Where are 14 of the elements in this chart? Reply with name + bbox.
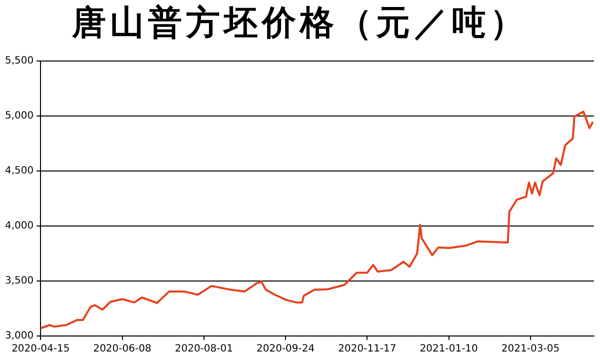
y-tick-label: 3,000 xyxy=(4,330,34,342)
x-tick-label: 2020-06-08 xyxy=(93,344,152,355)
x-tick-label: 2020-04-15 xyxy=(12,344,70,355)
y-tick-label: 5,500 xyxy=(4,56,34,67)
y-tick-label: 3,500 xyxy=(4,276,34,287)
y-tick-label: 4,000 xyxy=(4,220,34,232)
y-tick-label: 4,500 xyxy=(4,166,34,177)
x-tick-label: 2021-01-10 xyxy=(420,344,478,355)
y-tick-label: 5,000 xyxy=(4,110,34,122)
x-tick-label: 2021-03-05 xyxy=(501,344,560,355)
x-tick-label: 2020-11-17 xyxy=(338,344,396,355)
chart-title: 唐山普方坯价格（元／吨） xyxy=(70,3,529,44)
x-tick-label: 2020-08-01 xyxy=(174,344,233,355)
x-tick-label: 2020-09-24 xyxy=(256,344,315,355)
